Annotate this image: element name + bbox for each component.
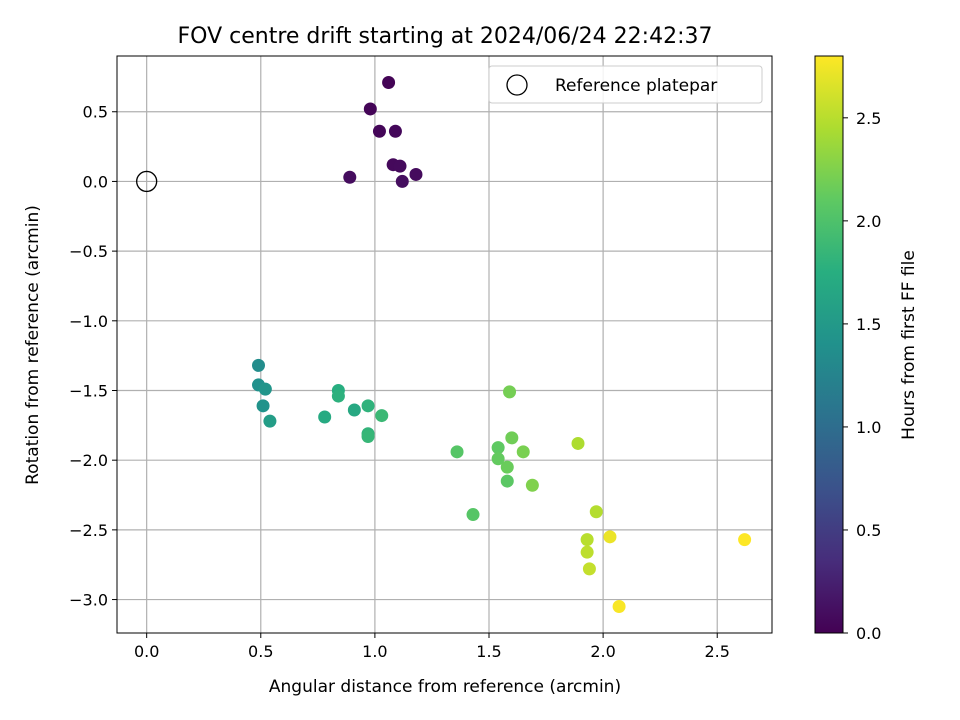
data-point: [372, 124, 386, 138]
data-points: [251, 75, 752, 614]
colorbar-tick-label: 0.5: [856, 521, 881, 540]
colorbar: 0.0 0.5 1.0 1.5 2.0 2.5 Hours from first FF f…: [814, 55, 919, 643]
x-tick-label: 1.5: [476, 642, 501, 661]
y-tick-label: −1.0: [69, 312, 108, 331]
data-point: [361, 429, 375, 443]
data-point: [409, 167, 423, 181]
colorbar-tick-label: 1.5: [856, 315, 881, 334]
data-point: [500, 460, 514, 474]
data-point: [450, 445, 464, 459]
plot-frame: [116, 55, 773, 634]
reference-platepar-marker: [136, 170, 158, 193]
data-point: [525, 478, 539, 492]
y-tick-label: −1.5: [69, 381, 108, 400]
legend-entry-label: Reference platepar: [555, 76, 717, 96]
colorbar-tick-label: 0.0: [856, 624, 881, 643]
data-point: [347, 403, 361, 417]
y-tick-label: 0.5: [83, 103, 108, 122]
y-tick-label: −2.5: [69, 521, 108, 540]
y-axis-ticks: 0.5 0.0 −0.5 −1.0 −1.5 −2.0 −2.5 −3.0: [69, 103, 117, 610]
chart-title: FOV centre drift starting at 2024/06/24 …: [178, 24, 713, 49]
colorbar-tick-label: 2.5: [856, 109, 881, 128]
y-tick-label: −2.0: [69, 451, 108, 470]
data-point: [571, 436, 585, 450]
data-point: [251, 358, 265, 372]
data-point: [491, 441, 505, 455]
colorbar-ticks: 0.0 0.5 1.0 1.5 2.0 2.5: [843, 109, 881, 643]
legend-box: [488, 65, 763, 104]
x-axis-label: Angular distance from reference (arcmin): [269, 677, 621, 697]
data-point: [491, 452, 505, 466]
data-point: [263, 414, 277, 428]
data-point: [500, 474, 514, 488]
y-tick-label: −3.0: [69, 591, 108, 610]
data-point: [361, 399, 375, 413]
data-point: [318, 410, 332, 424]
x-tick-label: 0.5: [248, 642, 273, 661]
data-point: [388, 124, 402, 138]
data-point: [603, 530, 617, 544]
x-tick-label: 2.5: [704, 642, 729, 661]
data-point: [516, 445, 530, 459]
x-tick-label: 2.0: [590, 642, 615, 661]
colorbar-tick-label: 1.0: [856, 418, 881, 437]
colorbar-tick-label: 2.0: [856, 212, 881, 231]
legend-reference-marker: [506, 74, 528, 96]
data-point: [589, 505, 603, 519]
data-point: [258, 382, 272, 396]
x-tick-label: 0.0: [134, 642, 159, 661]
data-point: [256, 399, 270, 413]
colorbar-gradient: [814, 55, 844, 634]
data-point: [466, 508, 480, 522]
data-point: [582, 562, 596, 576]
y-tick-label: 0.0: [83, 172, 108, 191]
data-point: [393, 159, 407, 173]
x-axis-ticks: 0.0 0.5 1.0 1.5 2.0 2.5: [134, 633, 730, 661]
grid-lines: [117, 56, 772, 633]
data-point: [331, 389, 345, 403]
reference-marker-layer: [136, 170, 158, 193]
data-point: [363, 102, 377, 116]
data-point: [395, 174, 409, 188]
data-point: [343, 170, 357, 184]
data-point: [382, 75, 396, 89]
data-point: [503, 385, 517, 399]
data-point: [580, 533, 594, 547]
data-point: [375, 409, 389, 423]
y-tick-label: −0.5: [69, 242, 108, 261]
data-point: [738, 533, 752, 547]
data-point: [612, 600, 626, 614]
colorbar-label: Hours from first FF file: [899, 250, 919, 440]
legend: Reference platepar: [488, 65, 763, 104]
data-point: [580, 545, 594, 559]
data-point: [505, 431, 519, 445]
y-axis-label: Rotation from reference (arcmin): [23, 205, 43, 485]
x-tick-label: 1.0: [362, 642, 387, 661]
